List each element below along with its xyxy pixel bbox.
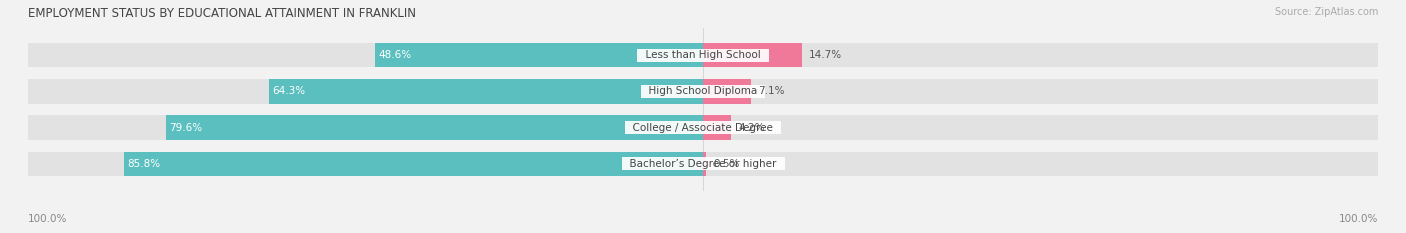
Text: 7.1%: 7.1% [758,86,785,96]
Text: 79.6%: 79.6% [169,123,202,133]
Bar [703,43,803,68]
Text: 85.8%: 85.8% [128,159,160,169]
Text: 4.2%: 4.2% [738,123,765,133]
Bar [124,151,703,176]
Bar [166,115,703,140]
Bar [703,151,706,176]
Bar [28,115,1378,140]
Text: 14.7%: 14.7% [808,50,842,60]
Text: 48.6%: 48.6% [378,50,412,60]
Bar [375,43,703,68]
Bar [269,79,703,104]
Bar [28,43,1378,68]
Text: 0.5%: 0.5% [713,159,740,169]
Text: EMPLOYMENT STATUS BY EDUCATIONAL ATTAINMENT IN FRANKLIN: EMPLOYMENT STATUS BY EDUCATIONAL ATTAINM… [28,7,416,20]
Bar [703,79,751,104]
Text: College / Associate Degree: College / Associate Degree [626,123,780,133]
Bar [28,79,1378,104]
Bar [703,115,731,140]
Text: High School Diploma: High School Diploma [643,86,763,96]
Text: 64.3%: 64.3% [273,86,305,96]
Text: Source: ZipAtlas.com: Source: ZipAtlas.com [1274,7,1378,17]
Bar [28,151,1378,176]
Text: Less than High School: Less than High School [638,50,768,60]
Text: 100.0%: 100.0% [1339,214,1378,224]
Text: Bachelor’s Degree or higher: Bachelor’s Degree or higher [623,159,783,169]
Text: 100.0%: 100.0% [28,214,67,224]
